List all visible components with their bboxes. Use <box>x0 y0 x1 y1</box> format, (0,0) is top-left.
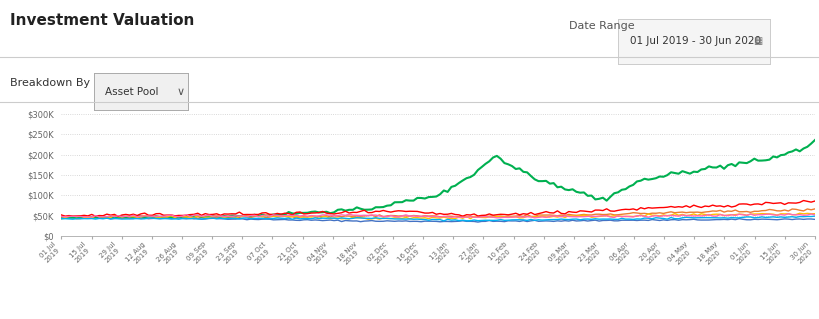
Ponz Pool <box>87 217 97 220</box>
Barry Pool <box>106 217 115 220</box>
Perry Pool <box>749 212 759 216</box>
Phelps Pool <box>799 199 808 203</box>
Legend: Barry Pool, Farquhar Pool, Musk Pool, Perry Pool, Phelps Pool, Ponz Pool, Shared: Barry Pool, Farquhar Pool, Musk Pool, Pe… <box>189 318 687 319</box>
Phelps Pool <box>776 201 785 205</box>
Perry Pool <box>363 217 373 221</box>
Text: ∨: ∨ <box>177 87 185 97</box>
Farquhar Pool <box>201 216 210 219</box>
Farquhar Pool <box>261 216 271 219</box>
Shared Pool <box>102 215 111 219</box>
Ponz Pool <box>57 217 66 220</box>
Line: Barry Pool: Barry Pool <box>61 217 815 222</box>
Ponz Pool <box>257 217 267 220</box>
Barry Pool <box>261 217 271 221</box>
Musk Pool <box>87 215 97 219</box>
Shared Pool <box>749 213 759 217</box>
Line: Musk Pool: Musk Pool <box>61 140 815 219</box>
Musk Pool <box>745 159 755 163</box>
Musk Pool <box>197 215 206 219</box>
Farquhar Pool <box>810 207 819 211</box>
Perry Pool <box>102 215 111 219</box>
Ponz Pool <box>776 215 785 219</box>
Barry Pool <box>810 218 819 221</box>
Phelps Pool <box>57 213 66 217</box>
Shared Pool <box>57 215 66 219</box>
Barry Pool <box>68 215 78 219</box>
Perry Pool <box>87 216 97 220</box>
Phelps Pool <box>201 212 210 216</box>
Text: 01 Jul 2019 - 30 Jun 2020: 01 Jul 2019 - 30 Jun 2020 <box>631 36 762 47</box>
Phelps Pool <box>810 199 819 203</box>
Line: Shared Pool: Shared Pool <box>61 214 815 218</box>
Text: Breakdown By: Breakdown By <box>10 78 90 88</box>
Phelps Pool <box>749 202 759 206</box>
Shared Pool <box>784 212 794 216</box>
Barry Pool <box>91 216 101 220</box>
Line: Phelps Pool: Phelps Pool <box>61 201 815 216</box>
Ponz Pool <box>810 214 819 218</box>
Farquhar Pool <box>106 216 115 219</box>
Shared Pool <box>257 214 267 218</box>
Farquhar Pool <box>749 209 759 213</box>
Text: Asset Pool: Asset Pool <box>106 87 159 97</box>
Musk Pool <box>57 217 66 220</box>
Line: Farquhar Pool: Farquhar Pool <box>61 209 815 219</box>
Barry Pool <box>753 218 763 221</box>
Ponz Pool <box>439 219 449 223</box>
Shared Pool <box>776 213 785 217</box>
Text: Date Range: Date Range <box>569 20 635 31</box>
Perry Pool <box>257 215 267 219</box>
Farquhar Pool <box>57 216 66 220</box>
Shared Pool <box>87 215 97 219</box>
Musk Pool <box>772 155 782 159</box>
Perry Pool <box>795 211 805 215</box>
Shared Pool <box>197 214 206 218</box>
Musk Pool <box>102 216 111 220</box>
Farquhar Pool <box>776 209 785 213</box>
Phelps Pool <box>261 211 271 215</box>
Barry Pool <box>201 217 210 221</box>
Barry Pool <box>780 217 790 221</box>
Shared Pool <box>530 216 540 220</box>
Ponz Pool <box>749 216 759 220</box>
Text: ▦: ▦ <box>753 36 762 47</box>
Barry Pool <box>57 216 66 219</box>
Musk Pool <box>257 213 267 217</box>
Farquhar Pool <box>91 214 101 218</box>
Musk Pool <box>810 138 819 142</box>
Text: PDF⬛: PDF⬛ <box>781 37 807 46</box>
Barry Pool <box>473 220 483 224</box>
Ponz Pool <box>102 216 111 220</box>
Line: Ponz Pool: Ponz Pool <box>61 216 815 221</box>
Shared Pool <box>810 213 819 217</box>
Perry Pool <box>810 212 819 216</box>
Perry Pool <box>776 212 785 216</box>
Text: Investment Valuation: Investment Valuation <box>10 13 194 28</box>
Perry Pool <box>57 215 66 219</box>
Phelps Pool <box>102 212 111 216</box>
Line: Perry Pool: Perry Pool <box>61 213 815 219</box>
Phelps Pool <box>113 214 123 218</box>
Ponz Pool <box>197 217 206 221</box>
Phelps Pool <box>87 212 97 216</box>
Farquhar Pool <box>71 217 81 221</box>
Perry Pool <box>197 214 206 218</box>
